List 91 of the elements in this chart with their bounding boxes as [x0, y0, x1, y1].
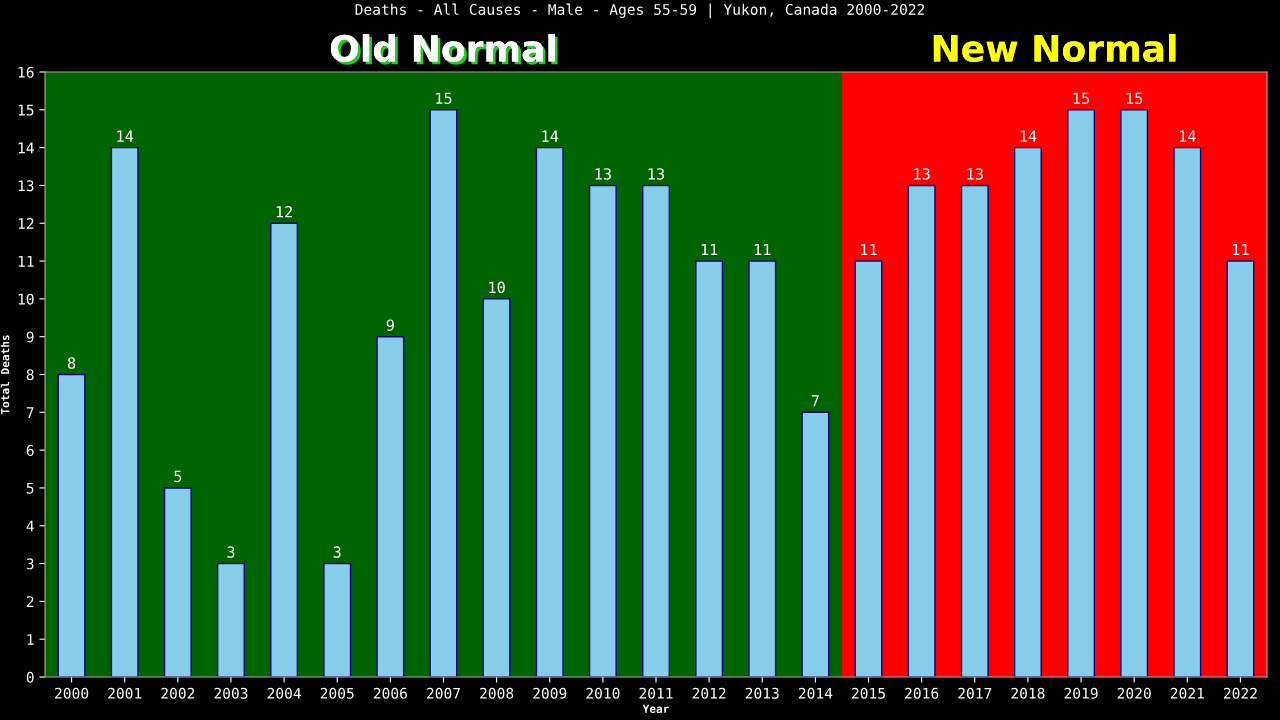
data-label: 5: [174, 470, 182, 483]
bar: [642, 184, 670, 677]
bar: [270, 222, 299, 677]
data-label: 14: [542, 130, 559, 142]
y-tick-label: 5: [26, 482, 34, 494]
x-tick-label: 2008: [480, 687, 514, 699]
x-tick-label: 2001: [108, 687, 142, 699]
data-label: 14: [1179, 130, 1196, 142]
y-tick-label: 14: [18, 142, 34, 154]
y-tick-label: 12: [18, 218, 34, 229]
y-tick-label: 1: [27, 634, 34, 645]
data-label: 11: [1233, 243, 1249, 256]
bar: [482, 298, 511, 677]
x-tick-label: 2013: [745, 687, 779, 699]
data-label: 14: [117, 130, 134, 142]
band-label: Old Normal: [330, 34, 558, 65]
y-tick-label: 0: [26, 671, 34, 683]
data-label: 13: [967, 168, 983, 180]
data-label: 3: [227, 546, 235, 558]
x-tick-label: 2017: [958, 687, 992, 699]
data-label: 8: [67, 357, 76, 369]
y-tick-label: 7: [26, 407, 34, 418]
bar: [1226, 260, 1255, 677]
data-label: 11: [861, 243, 877, 256]
x-tick-label: 2015: [852, 687, 885, 699]
x-tick-label: 2003: [214, 687, 248, 699]
y-tick-label: 10: [18, 293, 34, 305]
bar: [588, 184, 617, 677]
data-label: 3: [333, 546, 341, 558]
x-tick-label: 2009: [533, 687, 567, 699]
y-tick-label: 2: [26, 596, 34, 607]
x-tick-label: 2002: [161, 687, 195, 699]
data-label: 15: [1126, 92, 1143, 105]
bar: [57, 373, 86, 677]
bar: [376, 335, 405, 677]
x-tick-label: 2021: [1170, 687, 1204, 699]
bar: [1013, 146, 1042, 677]
data-label: 10: [489, 281, 505, 294]
bar: [1173, 146, 1202, 677]
y-tick-label: 11: [18, 256, 34, 267]
y-axis-title: Total Deaths: [0, 335, 10, 415]
y-tick-label: 15: [18, 104, 34, 116]
bar: [1120, 109, 1149, 677]
data-label: 13: [914, 168, 930, 180]
x-tick-label: 2010: [586, 687, 620, 699]
x-tick-label: 2014: [798, 687, 833, 699]
y-tick-label: 8: [26, 369, 34, 381]
bar: [163, 487, 192, 677]
x-tick-label: 2012: [692, 687, 726, 699]
y-tick-label: 3: [26, 558, 34, 570]
bar: [323, 562, 352, 677]
x-tick-label: 2000: [55, 687, 89, 699]
x-tick-label: 2018: [1011, 687, 1045, 699]
data-label: 14: [1020, 130, 1037, 142]
x-tick-label: 2006: [373, 687, 407, 699]
bar: [695, 260, 724, 677]
chart-title: Deaths - All Causes - Male - Ages 55-59 | Yukon, Canada 2000-2022: [355, 3, 925, 19]
bar: [801, 411, 830, 677]
bar: [1067, 109, 1096, 677]
bar: [907, 184, 936, 677]
bar: [748, 260, 777, 677]
y-tick-label: 9: [26, 331, 34, 343]
y-tick-label: 4: [26, 520, 34, 532]
data-label: 15: [1073, 92, 1090, 105]
data-label: 15: [436, 92, 452, 105]
y-tick-label: 13: [18, 180, 34, 192]
bar: [960, 184, 989, 677]
x-axis-title: Year: [642, 704, 669, 713]
x-tick-label: 2004: [267, 687, 301, 699]
data-label: 12: [276, 205, 292, 218]
y-tick-label: 16: [18, 66, 34, 78]
x-tick-label: 2020: [1117, 687, 1151, 699]
data-label: 11: [701, 243, 718, 256]
x-tick-label: 2005: [320, 687, 354, 699]
x-tick-label: 2019: [1064, 687, 1098, 699]
band-label: New Normal: [933, 34, 1179, 65]
data-label: 9: [386, 319, 394, 331]
bar: [216, 562, 245, 677]
bar: [854, 260, 883, 677]
data-label: 13: [648, 168, 665, 180]
x-tick-label: 2011: [639, 687, 673, 699]
x-tick-label: 2007: [427, 687, 460, 699]
bar: [110, 146, 139, 677]
bar: [429, 109, 458, 677]
data-label: 7: [811, 395, 819, 407]
x-tick-label: 2016: [905, 687, 939, 699]
y-tick-label: 6: [26, 444, 34, 456]
bar: [535, 146, 564, 677]
data-label: 11: [754, 243, 771, 256]
x-tick-label: 2022: [1223, 687, 1257, 699]
data-label: 13: [595, 168, 611, 180]
